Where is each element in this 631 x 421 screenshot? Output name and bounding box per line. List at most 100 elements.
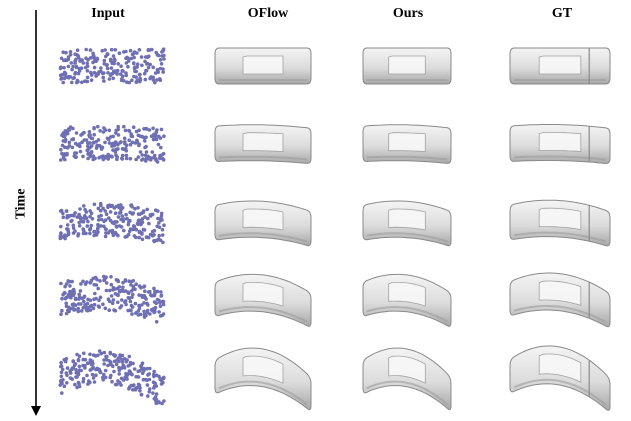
input-point — [85, 308, 90, 313]
input-point — [147, 372, 151, 376]
input-point — [152, 372, 156, 377]
input-point — [92, 65, 97, 70]
mesh-car-gt — [509, 345, 611, 411]
input-point — [110, 71, 115, 76]
input-point — [134, 69, 138, 74]
input-point — [64, 311, 69, 316]
input-point — [100, 49, 104, 53]
input-point — [70, 218, 74, 223]
input-point — [81, 357, 85, 362]
input-point — [143, 289, 147, 294]
input-point — [137, 293, 141, 297]
input-point — [95, 227, 100, 232]
input-point — [156, 70, 160, 74]
input-point — [65, 223, 70, 227]
input-point — [104, 288, 109, 293]
input-point — [147, 387, 152, 391]
input-point — [69, 61, 74, 65]
input-point — [153, 80, 157, 85]
input-point — [142, 312, 147, 317]
input-point — [134, 311, 138, 315]
input-point — [98, 370, 103, 375]
input-point — [156, 237, 161, 241]
input-point — [151, 391, 155, 395]
input-point — [128, 210, 132, 215]
input-point — [60, 143, 65, 148]
input-point — [65, 151, 69, 156]
input-point — [160, 233, 165, 237]
input-point — [76, 358, 81, 362]
input-point — [108, 210, 113, 214]
input-point — [151, 65, 155, 70]
input-point — [116, 127, 120, 132]
input-point — [59, 312, 63, 317]
input-point — [79, 133, 83, 137]
input-point — [124, 156, 129, 161]
input-point — [116, 203, 121, 208]
time-arrow — [31, 10, 41, 416]
input-point — [78, 289, 83, 293]
input-point — [129, 279, 134, 284]
input-point — [59, 158, 63, 162]
input-point — [70, 279, 74, 284]
input-point — [134, 157, 138, 162]
input-point — [68, 75, 72, 79]
input-point — [97, 298, 101, 303]
input-point — [88, 226, 93, 231]
input-point — [128, 218, 132, 223]
input-point — [104, 357, 109, 362]
input-point — [116, 62, 120, 66]
input-point — [160, 227, 165, 232]
input-point — [126, 308, 130, 313]
input-point — [86, 156, 90, 161]
input-point — [134, 129, 139, 134]
input-point — [123, 289, 128, 293]
input-point — [127, 354, 132, 359]
input-point — [136, 206, 140, 210]
input-point — [112, 308, 116, 312]
input-point-cloud — [59, 274, 166, 324]
input-point — [65, 366, 70, 370]
input-point — [74, 368, 78, 372]
input-point — [123, 128, 128, 133]
input-point — [116, 142, 120, 147]
input-point — [150, 229, 155, 234]
input-point — [120, 353, 125, 358]
input-point — [117, 211, 122, 215]
input-point — [81, 61, 86, 65]
input-point — [151, 137, 156, 142]
input-point — [61, 80, 65, 85]
column-title-input: Input — [91, 6, 125, 21]
input-point — [78, 59, 82, 63]
input-point — [63, 359, 68, 364]
input-point — [63, 296, 68, 301]
input-point — [90, 136, 95, 141]
input-point — [59, 374, 64, 379]
input-point — [108, 299, 112, 304]
input-point — [61, 211, 65, 216]
input-point — [108, 288, 112, 293]
input-point — [67, 279, 72, 284]
input-point — [76, 306, 81, 311]
input-point — [74, 65, 79, 70]
input-point — [76, 233, 80, 238]
input-point — [60, 367, 65, 372]
mesh-car-ours — [362, 124, 452, 164]
input-point — [158, 58, 163, 62]
input-point — [81, 231, 86, 236]
input-point — [147, 128, 152, 132]
input-point — [133, 65, 137, 69]
input-point — [121, 280, 125, 285]
input-point — [112, 359, 117, 364]
input-point — [103, 140, 107, 145]
input-point — [90, 372, 95, 377]
input-point — [133, 287, 137, 292]
input-point — [63, 284, 67, 289]
input-point — [60, 76, 64, 81]
input-point — [124, 371, 128, 376]
input-point — [102, 219, 106, 224]
input-point — [62, 65, 66, 70]
input-point — [92, 202, 97, 207]
input-point — [114, 224, 119, 228]
